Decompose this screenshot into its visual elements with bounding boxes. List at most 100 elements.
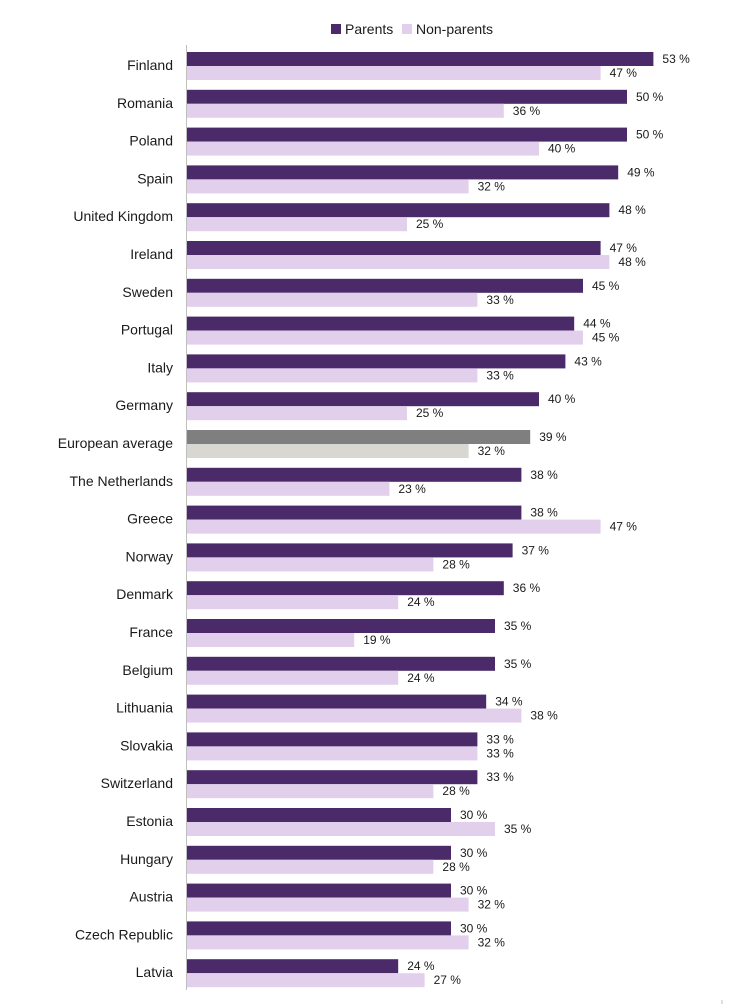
- value-label-parents-denmark: 36 %: [513, 581, 541, 595]
- bar-parents-switzerland: [187, 770, 478, 785]
- value-label-non-parents-italy: 33 %: [486, 368, 514, 382]
- value-label-parents-united-kingdom: 48 %: [618, 203, 646, 217]
- value-label-parents-czech-republic: 30 %: [460, 921, 488, 935]
- value-label-non-parents-belgium: 24 %: [407, 671, 435, 685]
- bar-parents-sweden: [187, 278, 583, 293]
- value-label-parents-ireland: 47 %: [610, 241, 638, 255]
- value-label-non-parents-france: 19 %: [363, 633, 391, 647]
- value-label-non-parents-latvia: 27 %: [434, 973, 462, 987]
- value-label-non-parents-romania: 36 %: [513, 104, 541, 118]
- bar-non-parents-switzerland: [187, 784, 434, 799]
- bar-parents-estonia: [187, 808, 451, 822]
- category-label-latvia: Latvia: [136, 964, 174, 980]
- value-label-non-parents-switzerland: 28 %: [442, 784, 470, 798]
- bar-non-parents-austria: [187, 897, 469, 912]
- bar-non-parents-sweden: [187, 292, 478, 307]
- bar-non-parents-united-kingdom: [187, 217, 407, 232]
- bar-parents-belgium: [187, 656, 495, 671]
- category-label-portugal: Portugal: [121, 322, 173, 338]
- value-label-parents-estonia: 30 %: [460, 808, 488, 822]
- category-label-france: France: [129, 624, 173, 640]
- bar-parents-poland: [187, 127, 627, 142]
- value-label-non-parents-poland: 40 %: [548, 142, 576, 156]
- value-label-parents-the-netherlands: 38 %: [530, 468, 558, 482]
- category-label-spain: Spain: [137, 170, 173, 186]
- value-label-non-parents-austria: 32 %: [478, 898, 506, 912]
- bar-parents-finland: [187, 52, 654, 66]
- value-label-non-parents-united-kingdom: 25 %: [416, 217, 444, 231]
- bar-non-parents-spain: [187, 179, 469, 194]
- bar-parents-austria: [187, 883, 451, 898]
- bar-non-parents-the-netherlands: [187, 481, 390, 496]
- category-label-slovakia: Slovakia: [120, 737, 173, 753]
- bar-non-parents-italy: [187, 368, 478, 383]
- value-label-non-parents-germany: 25 %: [416, 406, 444, 420]
- value-label-parents-france: 35 %: [504, 619, 532, 633]
- bar-non-parents-latvia: [187, 973, 425, 988]
- value-label-non-parents-estonia: 35 %: [504, 822, 532, 836]
- bar-parents-lithuania: [187, 694, 487, 709]
- bar-parents-united-kingdom: [187, 203, 610, 218]
- value-label-parents-lithuania: 34 %: [495, 695, 523, 709]
- category-label-poland: Poland: [129, 133, 173, 149]
- bar-parents-czech-republic: [187, 921, 451, 936]
- category-label-romania: Romania: [117, 95, 173, 111]
- bar-parents-european-average: [187, 430, 531, 444]
- value-label-parents-belgium: 35 %: [504, 657, 532, 671]
- value-label-non-parents-sweden: 33 %: [486, 293, 514, 307]
- value-label-non-parents-denmark: 24 %: [407, 595, 435, 609]
- category-label-greece: Greece: [127, 511, 173, 527]
- bar-parents-norway: [187, 543, 513, 558]
- legend: Parents Non-parents: [331, 21, 493, 37]
- bar-non-parents-ireland: [187, 255, 610, 269]
- bar-parents-romania: [187, 89, 627, 104]
- legend-swatch-non-parents: [402, 24, 412, 34]
- value-label-non-parents-lithuania: 38 %: [530, 709, 558, 723]
- category-label-czech-republic: Czech Republic: [75, 926, 173, 942]
- value-label-parents-switzerland: 33 %: [486, 770, 514, 784]
- value-label-parents-greece: 38 %: [530, 506, 558, 520]
- bar-non-parents-finland: [187, 66, 601, 80]
- value-label-non-parents-the-netherlands: 23 %: [398, 482, 426, 496]
- bar-non-parents-poland: [187, 141, 539, 156]
- bar-parents-denmark: [187, 581, 504, 596]
- value-label-parents-hungary: 30 %: [460, 846, 488, 860]
- category-label-hungary: Hungary: [120, 851, 173, 867]
- value-label-non-parents-finland: 47 %: [610, 66, 638, 80]
- bar-parents-latvia: [187, 959, 399, 974]
- bar-non-parents-germany: [187, 406, 407, 421]
- bar-non-parents-portugal: [187, 330, 583, 345]
- bar-parents-ireland: [187, 241, 601, 255]
- value-label-parents-slovakia: 33 %: [486, 732, 514, 746]
- value-label-non-parents-portugal: 45 %: [592, 331, 620, 345]
- value-label-non-parents-ireland: 48 %: [618, 255, 646, 269]
- value-label-non-parents-czech-republic: 32 %: [478, 935, 506, 949]
- legend-label-parents: Parents: [345, 21, 393, 37]
- value-label-non-parents-norway: 28 %: [442, 557, 470, 571]
- category-label-finland: Finland: [127, 57, 173, 73]
- bar-non-parents-european-average: [187, 444, 469, 458]
- bar-parents-germany: [187, 392, 539, 407]
- value-label-non-parents-slovakia: 33 %: [486, 746, 514, 760]
- value-label-parents-italy: 43 %: [574, 354, 602, 368]
- bar-parents-portugal: [187, 316, 575, 331]
- value-label-non-parents-spain: 32 %: [478, 179, 506, 193]
- bar-parents-the-netherlands: [187, 467, 522, 482]
- bar-non-parents-france: [187, 633, 355, 647]
- value-label-non-parents-greece: 47 %: [610, 520, 638, 534]
- category-label-united-kingdom: United Kingdom: [73, 208, 173, 224]
- value-label-parents-austria: 30 %: [460, 884, 488, 898]
- bar-parents-france: [187, 619, 495, 633]
- value-label-parents-portugal: 44 %: [583, 317, 611, 331]
- bar-non-parents-romania: [187, 103, 504, 118]
- bar-non-parents-lithuania: [187, 708, 522, 723]
- bar-parents-slovakia: [187, 732, 478, 747]
- bar-non-parents-greece: [187, 519, 601, 534]
- bars-group: Finland 53 % 47 % Romania 50 % 36 % Poland 50 %…: [58, 52, 690, 988]
- bar-non-parents-slovakia: [187, 746, 478, 761]
- bar-non-parents-hungary: [187, 859, 434, 874]
- bar-parents-greece: [187, 505, 522, 520]
- bar-non-parents-czech-republic: [187, 935, 469, 950]
- category-label-denmark: Denmark: [116, 586, 174, 602]
- category-label-italy: Italy: [147, 359, 173, 375]
